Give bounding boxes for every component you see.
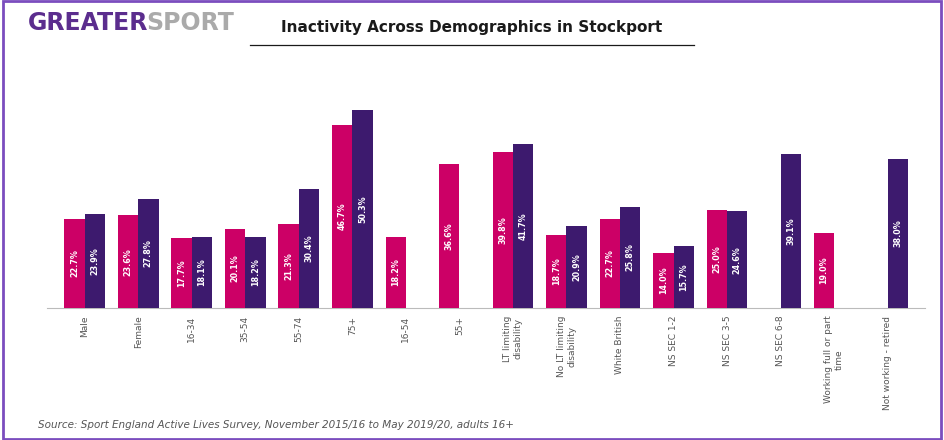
- Text: 25.8%: 25.8%: [626, 243, 634, 271]
- Bar: [547, 235, 566, 308]
- Text: 38.0%: 38.0%: [893, 220, 902, 247]
- Text: Inactivity Across Demographics in Stockport: Inactivity Across Demographics in Stockp…: [281, 20, 663, 35]
- Text: 30.4%: 30.4%: [305, 235, 313, 262]
- Bar: [707, 210, 727, 308]
- Text: 21.3%: 21.3%: [284, 252, 294, 280]
- Text: 17.7%: 17.7%: [177, 260, 186, 287]
- Text: 22.7%: 22.7%: [70, 249, 79, 277]
- Text: 36.6%: 36.6%: [445, 222, 454, 250]
- Text: 20.9%: 20.9%: [572, 253, 582, 281]
- Text: 18.2%: 18.2%: [391, 258, 400, 286]
- Bar: [620, 207, 640, 308]
- Bar: [172, 238, 192, 308]
- Text: 25.0%: 25.0%: [713, 245, 721, 273]
- Text: 19.0%: 19.0%: [819, 257, 829, 285]
- Bar: [566, 226, 587, 308]
- Bar: [245, 237, 265, 308]
- Text: 46.7%: 46.7%: [338, 202, 346, 230]
- Bar: [814, 233, 834, 308]
- Bar: [332, 125, 352, 308]
- Text: 14.0%: 14.0%: [659, 267, 667, 294]
- Bar: [513, 144, 533, 308]
- Text: 18.2%: 18.2%: [251, 258, 260, 286]
- Text: 23.9%: 23.9%: [91, 247, 99, 275]
- Text: 20.1%: 20.1%: [230, 255, 240, 282]
- Bar: [278, 224, 299, 308]
- Bar: [299, 189, 319, 308]
- Text: 23.6%: 23.6%: [124, 248, 132, 275]
- Text: 41.7%: 41.7%: [518, 212, 528, 240]
- Bar: [385, 237, 406, 308]
- Text: SPORT: SPORT: [146, 11, 234, 35]
- Bar: [493, 152, 513, 308]
- Bar: [352, 110, 373, 308]
- Text: 50.3%: 50.3%: [358, 195, 367, 223]
- Bar: [64, 219, 85, 308]
- Text: 39.8%: 39.8%: [498, 216, 507, 244]
- Bar: [192, 237, 212, 308]
- Text: 22.7%: 22.7%: [605, 249, 615, 277]
- Bar: [653, 253, 673, 308]
- Text: 15.7%: 15.7%: [679, 264, 688, 291]
- Bar: [673, 246, 694, 308]
- Text: GREATER: GREATER: [28, 11, 149, 35]
- Bar: [439, 164, 460, 308]
- Bar: [781, 154, 801, 308]
- Text: 18.7%: 18.7%: [552, 257, 561, 285]
- Text: 39.1%: 39.1%: [786, 217, 795, 245]
- Bar: [727, 211, 748, 308]
- Bar: [118, 215, 138, 308]
- Text: 24.6%: 24.6%: [733, 246, 742, 274]
- Bar: [887, 159, 908, 308]
- Bar: [225, 229, 245, 308]
- Bar: [138, 199, 159, 308]
- Text: Source: Sport England Active Lives Survey, November 2015/16 to May 2019/20, adul: Source: Sport England Active Lives Surve…: [38, 420, 514, 430]
- Bar: [599, 219, 620, 308]
- Text: 18.1%: 18.1%: [197, 259, 207, 286]
- Bar: [85, 214, 105, 308]
- Text: 27.8%: 27.8%: [143, 239, 153, 268]
